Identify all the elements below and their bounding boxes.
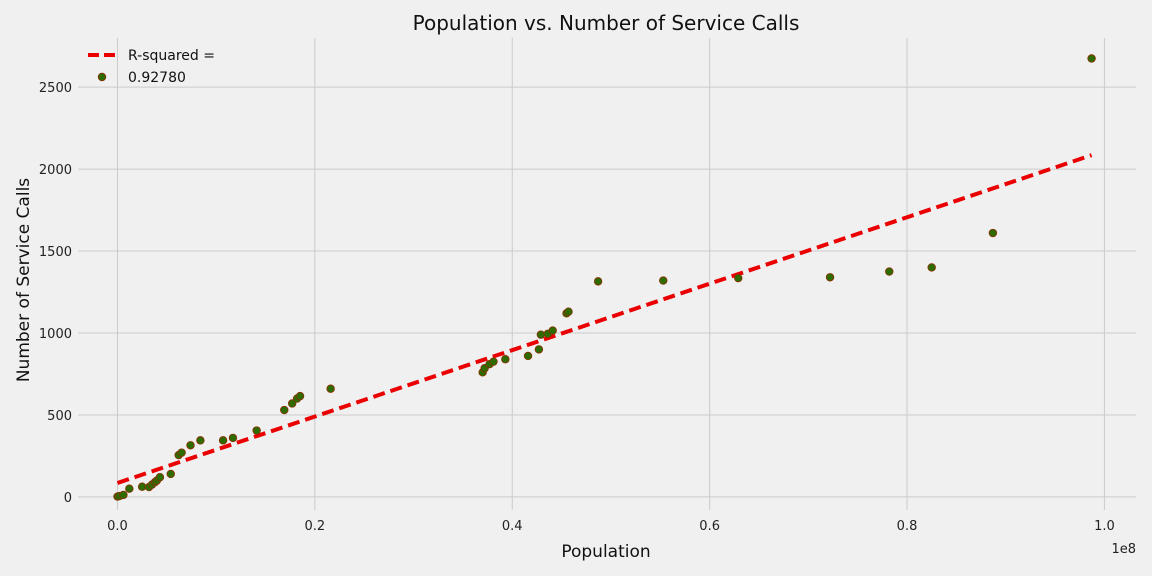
- scatter-point: [1087, 54, 1096, 63]
- scatter-point: [228, 433, 238, 443]
- scatter-point: [252, 426, 261, 435]
- chart-title: Population vs. Number of Service Calls: [413, 11, 800, 35]
- scatter-point: [295, 391, 305, 401]
- scatter-point: [119, 490, 128, 500]
- scatter-point: [564, 307, 573, 316]
- scatter-point: [501, 355, 510, 364]
- y-tick-label: 2000: [39, 163, 72, 178]
- scatter-point: [489, 357, 498, 366]
- scatter-point: [927, 263, 936, 272]
- scatter-point: [155, 473, 165, 482]
- y-tick-label: 1500: [39, 245, 72, 260]
- scatter-point: [137, 482, 147, 491]
- y-tick-label: 2500: [39, 81, 72, 96]
- legend: R-squared = 0.92780: [88, 48, 215, 86]
- y-tick-label: 1000: [39, 327, 72, 342]
- x-axis-offset-label: 1e8: [1111, 542, 1136, 557]
- fit-line-layer: [116, 153, 1093, 485]
- scatter-point: [166, 469, 175, 479]
- scatter-point: [548, 326, 557, 335]
- regression-fit-line: [116, 153, 1093, 485]
- scatter-point: [523, 351, 533, 361]
- x-tick-label: 0.8: [897, 519, 918, 534]
- y-tick-label: 500: [47, 409, 72, 424]
- legend-label-marker: 0.92780: [128, 70, 186, 86]
- scatter-point: [825, 273, 835, 282]
- scatter-point: [177, 448, 186, 457]
- scatter-point: [196, 436, 205, 445]
- tick-labels: 0.0 0.2 0.4 0.6 0.8 1.0 0 500 1000 1500 2000 2500: [39, 81, 1115, 534]
- y-tick-label: 0: [64, 491, 72, 506]
- scatter-point: [280, 405, 289, 415]
- x-tick-label: 1.0: [1094, 519, 1115, 534]
- scatter-point: [186, 441, 195, 450]
- legend-label-line: R-squared =: [128, 48, 215, 64]
- scatter-points: [113, 54, 1096, 501]
- x-tick-label: 0.6: [699, 519, 720, 534]
- gridlines: [78, 38, 1136, 510]
- scatter-point: [326, 384, 335, 393]
- x-tick-label: 0.2: [305, 519, 326, 534]
- scatter-point: [287, 399, 297, 408]
- x-axis-title: Population: [561, 542, 650, 562]
- x-tick-label: 0.0: [107, 519, 128, 534]
- scatter-point: [988, 228, 998, 238]
- x-tick-label: 0.4: [502, 519, 523, 534]
- scatter-point: [659, 276, 668, 285]
- scatter-point: [534, 345, 544, 354]
- scatter-point: [125, 484, 134, 493]
- legend-marker-swatch: [97, 72, 107, 82]
- scatter-point: [536, 330, 546, 339]
- scatter-point: [593, 277, 603, 286]
- scatter-point: [734, 273, 743, 283]
- scatter-point: [885, 267, 894, 276]
- y-axis-title: Number of Service Calls: [14, 178, 34, 382]
- scatter-point: [218, 436, 228, 445]
